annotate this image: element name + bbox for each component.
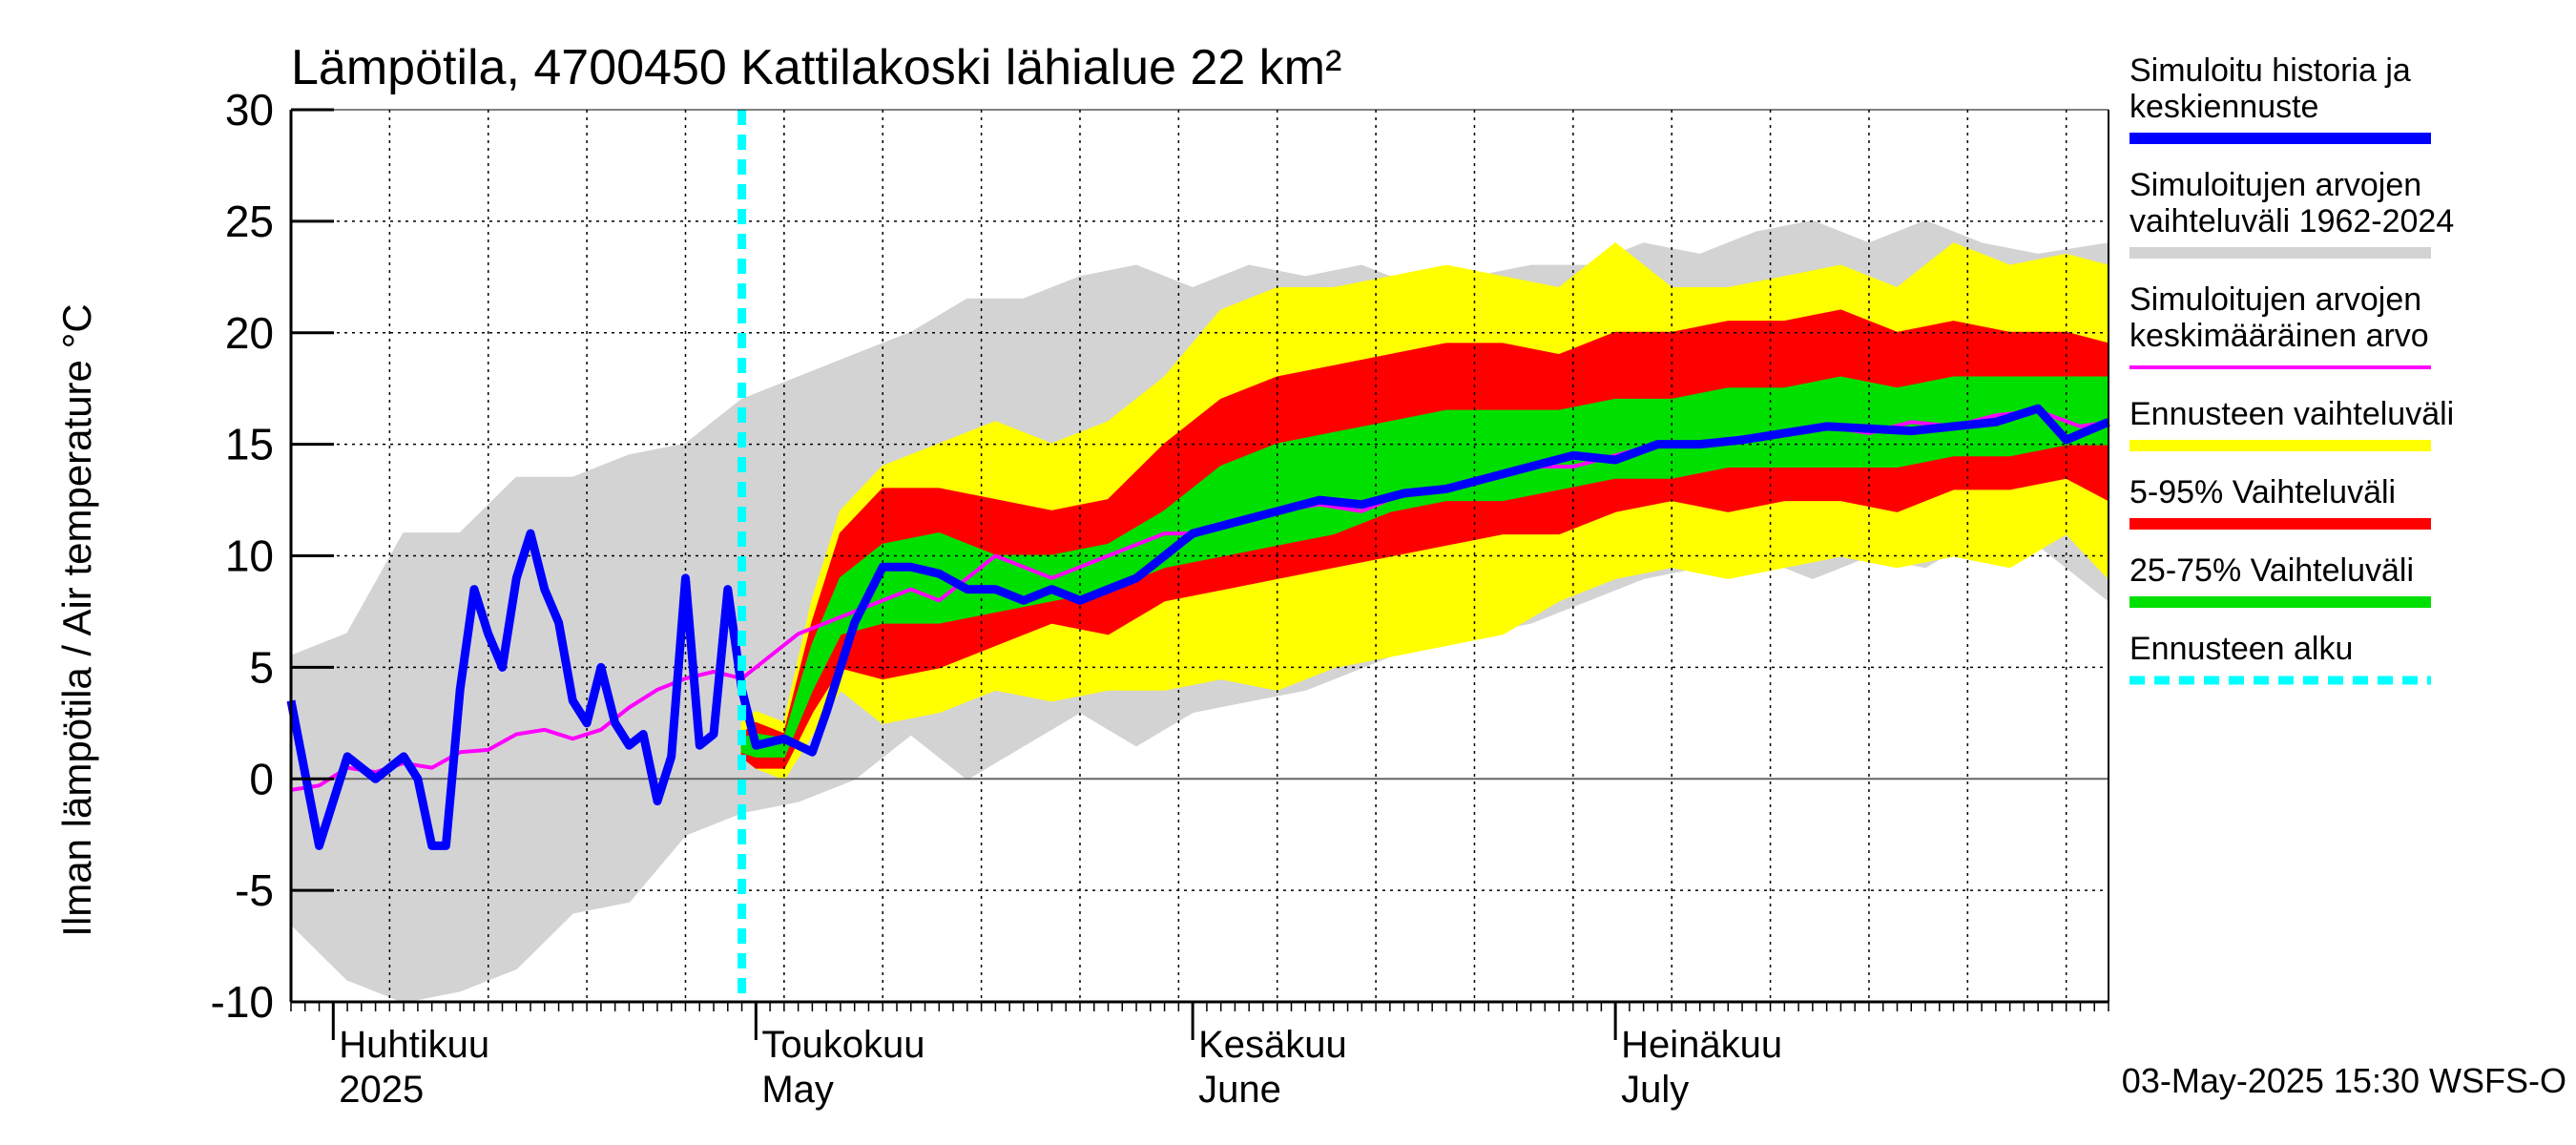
legend-label: Simuloitujen arvojen (2129, 281, 2421, 318)
legend-label: keskiennuste (2129, 89, 2318, 125)
history-line (286, 529, 747, 850)
y-tick-label: 15 (225, 420, 274, 469)
legend-label: 5-95% Vaihteluväli (2129, 474, 2396, 510)
y-tick-label: 20 (225, 308, 274, 358)
y-tick-label: 5 (249, 642, 274, 692)
y-axis-label: Ilman lämpötila / Air temperature °C (54, 303, 99, 936)
y-tick-label: -10 (211, 977, 274, 1027)
footer-timestamp: 03-May-2025 15:30 WSFS-O (2122, 1061, 2566, 1100)
axes: -10-5051015202530Huhtikuu2025ToukokuuMay… (211, 85, 2109, 1111)
series-lines (286, 110, 2110, 1002)
x-month-label-fi: Toukokuu (761, 1024, 924, 1066)
x-month-label-en: June (1198, 1069, 1281, 1111)
legend-label: vaihteluväli 1962-2024 (2129, 203, 2454, 239)
y-tick-label: -5 (235, 865, 274, 915)
legend-label: Ennusteen vaihteluväli (2129, 396, 2454, 432)
y-tick-label: 25 (225, 197, 274, 246)
chart-title: Lämpötila, 4700450 Kattilakoski lähialue… (291, 40, 1341, 95)
x-month-label-fi: Heinäkuu (1621, 1024, 1782, 1066)
x-month-label-en: July (1621, 1069, 1689, 1111)
x-month-label-en: May (761, 1069, 834, 1111)
y-tick-label: 0 (249, 754, 274, 803)
legend-label: 25-75% Vaihteluväli (2129, 552, 2414, 589)
x-month-label-fi: Kesäkuu (1198, 1024, 1347, 1066)
legend-label: keskimääräinen arvo (2129, 318, 2429, 354)
forecast-median-line (737, 404, 2110, 757)
legend-label: Simuloitu historia ja (2129, 52, 2411, 89)
legend-label: Ennusteen alku (2129, 631, 2353, 667)
y-tick-label: 10 (225, 531, 274, 581)
x-month-label-fi: Huhtikuu (339, 1024, 489, 1066)
legend-label: Simuloitujen arvojen (2129, 167, 2421, 203)
x-month-label-en: 2025 (339, 1069, 424, 1111)
y-tick-label: 30 (225, 85, 274, 135)
grid (290, 110, 2109, 1002)
